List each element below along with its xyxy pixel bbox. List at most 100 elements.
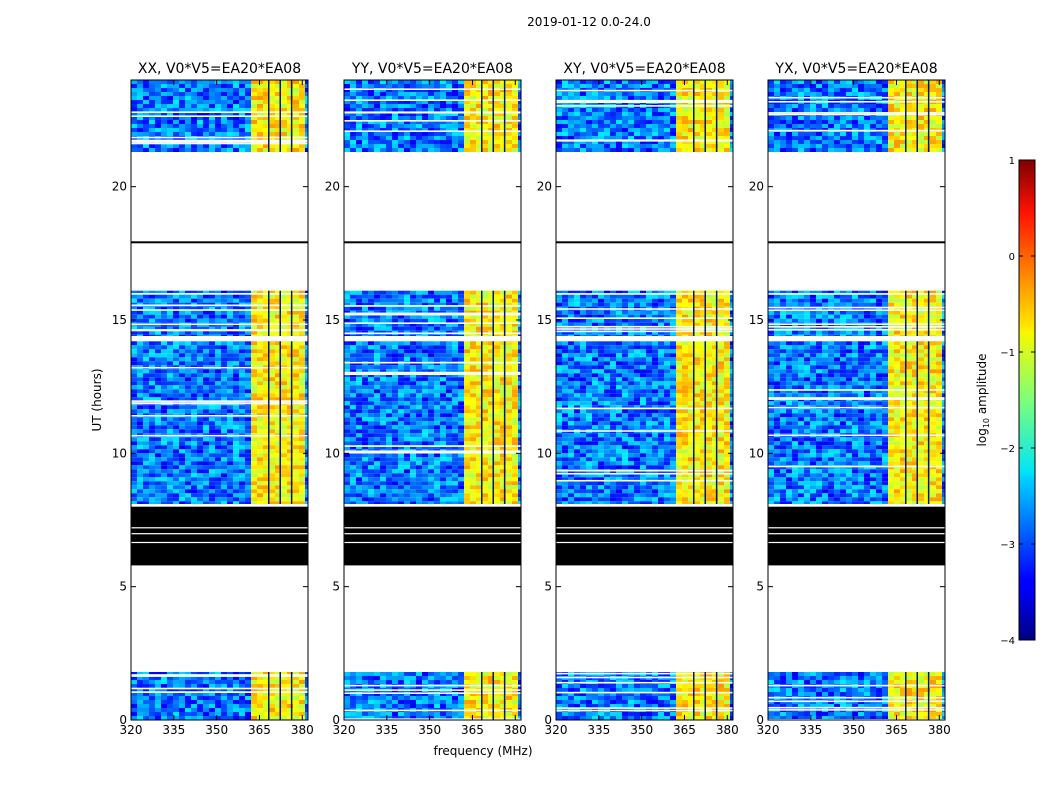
heatmap-cell (197, 473, 203, 478)
heatmap-cell (275, 477, 281, 482)
heatmap-cell (203, 405, 209, 410)
heatmap-cell (203, 417, 209, 422)
heatmap-cell (215, 84, 221, 88)
heatmap-cell (185, 469, 191, 474)
heatmap-cell (245, 88, 251, 92)
heatmap-cell (287, 700, 293, 704)
heatmap-cell (239, 712, 245, 716)
heatmap-cell (476, 365, 482, 370)
heatmap-cell (446, 290, 452, 295)
heatmap-cell (362, 405, 368, 410)
heatmap-cell (281, 688, 287, 692)
heatmap-cell (269, 385, 275, 390)
heatmap-cell (161, 708, 167, 712)
heatmap-cell (464, 712, 470, 716)
heatmap-cell (179, 294, 185, 299)
heatmap-cell (398, 676, 404, 680)
heatmap-cell (167, 108, 173, 112)
heatmap-cell (410, 365, 416, 370)
heatmap-cell (263, 373, 269, 378)
heatmap-cell (143, 92, 149, 96)
heatmap-cell (446, 116, 452, 120)
heatmap-cell (428, 700, 434, 704)
heatmap-cell (269, 481, 275, 486)
heatmap-cell (179, 377, 185, 382)
heatmap-cell (518, 497, 521, 502)
heatmap-cell (239, 700, 245, 704)
heatmap-cell (209, 688, 215, 692)
heatmap-cell (257, 96, 263, 100)
heatmap-cell (179, 437, 185, 442)
heatmap-cell (173, 429, 179, 434)
heatmap-cell (380, 489, 386, 494)
heatmap-cell (458, 433, 464, 438)
heatmap-cell (131, 381, 137, 386)
heatmap-cell (263, 318, 269, 323)
heatmap-cell (374, 489, 380, 494)
heatmap-cell (197, 357, 203, 362)
heatmap-cell (257, 405, 263, 410)
heatmap-cell (404, 672, 410, 676)
heatmap-cell (404, 341, 410, 346)
heatmap-cell (239, 326, 245, 331)
heatmap-cell (392, 306, 398, 311)
heatmap-cell (233, 144, 239, 148)
heatmap-cell (305, 716, 308, 720)
heatmap-cell (368, 132, 374, 136)
heatmap-cell (263, 417, 269, 422)
heatmap-cell (440, 405, 446, 410)
heatmap-cell (245, 425, 251, 430)
heatmap-cell (440, 704, 446, 708)
heatmap-cell (350, 393, 356, 398)
heatmap-cell (167, 417, 173, 422)
heatmap-cell (476, 104, 482, 108)
heatmap-cell (281, 716, 287, 720)
heatmap-cell (446, 341, 452, 346)
heatmap-cell (233, 361, 239, 366)
heatmap-cell (137, 88, 143, 92)
heatmap-cell (245, 326, 251, 331)
heatmap-cell (281, 457, 287, 462)
heatmap-cell (197, 318, 203, 323)
heatmap-cell (221, 306, 227, 311)
heatmap-cell (356, 393, 362, 398)
heatmap-cell (269, 100, 275, 104)
heatmap-cell (257, 429, 263, 434)
heatmap-cell (476, 469, 482, 474)
heatmap-cell (500, 306, 506, 311)
heatmap-cell (233, 100, 239, 104)
heatmap-cell (287, 330, 293, 335)
heatmap-cell (287, 144, 293, 148)
flag-line (344, 361, 521, 364)
heatmap-cell (488, 132, 494, 136)
heatmap-cell (494, 712, 500, 716)
heatmap-cell (143, 310, 149, 315)
heatmap-cell (410, 393, 416, 398)
heatmap-cell (452, 465, 458, 470)
heatmap-cell (293, 485, 299, 490)
heatmap-cell (185, 100, 191, 104)
heatmap-cell (488, 128, 494, 132)
heatmap-cell (305, 349, 308, 354)
heatmap-cell (386, 108, 392, 112)
heatmap-cell (191, 397, 197, 402)
flag-line (344, 332, 521, 335)
heatmap-cell (209, 330, 215, 335)
heatmap-cell (458, 385, 464, 390)
heatmap-cell (155, 704, 161, 708)
heatmap-cell (209, 385, 215, 390)
heatmap-cell (197, 441, 203, 446)
heatmap-cell (161, 112, 167, 116)
heatmap-cell (155, 298, 161, 303)
heatmap-cell (482, 290, 488, 295)
heatmap-cell (191, 144, 197, 148)
heatmap-cell (392, 676, 398, 680)
heatmap-cell (494, 100, 500, 104)
heatmap-cell (305, 425, 308, 430)
channel-line (481, 341, 483, 504)
heatmap-cell (179, 334, 185, 336)
heatmap-cell (404, 397, 410, 402)
heatmap-cell (251, 96, 257, 100)
heatmap-cell (482, 385, 488, 390)
heatmap-cell (386, 441, 392, 446)
